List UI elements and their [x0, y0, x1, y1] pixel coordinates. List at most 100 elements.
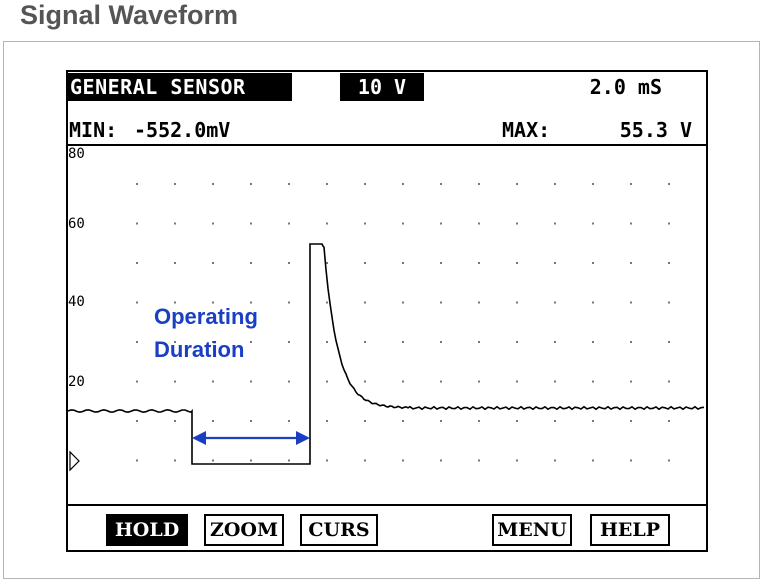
grid-dot	[250, 262, 252, 264]
grid-dot	[402, 380, 404, 383]
grid-dot	[136, 301, 138, 304]
grid-dot	[554, 262, 556, 264]
y-axis-label-40: 40	[68, 294, 85, 310]
grid-dot	[440, 183, 442, 185]
grid-dot	[326, 341, 328, 343]
grid-dots	[136, 183, 670, 462]
annotation-line-2: Duration	[154, 337, 245, 362]
grid-dot	[136, 262, 138, 264]
grid-dot	[136, 183, 138, 185]
y-axis-label-20: 20	[68, 374, 85, 390]
oscilloscope-screen: GENERAL SENSOR 10 V 2.0 mS MIN: -552.0mV…	[66, 70, 708, 552]
grid-dot	[250, 222, 252, 225]
grid-dot	[364, 380, 366, 383]
scope-footer-buttons: HOLD ZOOM CURS MENU HELP	[68, 504, 706, 552]
grid-dot	[516, 262, 518, 264]
grid-dot	[592, 459, 594, 462]
grid-dot	[630, 183, 632, 185]
grid-dot	[592, 380, 594, 383]
grid-dot	[402, 341, 404, 343]
grid-dot	[212, 222, 214, 225]
waveform-canvas	[68, 183, 705, 472]
grid-dot	[630, 341, 632, 343]
grid-dot	[478, 301, 480, 304]
min-label: MIN:	[69, 118, 118, 142]
scope-header-row-1: GENERAL SENSOR 10 V 2.0 mS	[68, 72, 706, 104]
grid-dot	[440, 420, 442, 422]
grid-dot	[288, 301, 290, 304]
grid-dot	[592, 341, 594, 343]
grid-dot	[250, 420, 252, 422]
grid-dot	[212, 420, 214, 422]
grid-dot	[592, 420, 594, 422]
grid-dot	[364, 420, 366, 422]
grid-dot	[440, 459, 442, 462]
duration-arrow-right-head	[296, 431, 310, 445]
grid-dot	[326, 380, 328, 383]
sensor-name-badge[interactable]: GENERAL SENSOR	[68, 73, 292, 101]
grid-dot	[174, 301, 176, 304]
grid-dot	[288, 459, 290, 462]
grid-dot	[630, 380, 632, 383]
grid-dot	[288, 262, 290, 264]
grid-dot	[554, 420, 556, 422]
voltage-range-badge[interactable]: 10 V	[340, 73, 424, 101]
grid-dot	[136, 222, 138, 225]
zoom-button[interactable]: ZOOM	[204, 514, 284, 546]
menu-button[interactable]: MENU	[492, 514, 572, 546]
grid-dot	[554, 459, 556, 462]
grid-dot	[630, 420, 632, 422]
grid-dot	[212, 459, 214, 462]
annotation-line-1: Operating	[154, 304, 258, 329]
waveform-plot: 80 60 40 20 Operating Duration	[68, 146, 706, 502]
max-value: 55.3 V	[619, 118, 692, 142]
signal-trace	[68, 243, 705, 465]
grid-dot	[630, 459, 632, 462]
grid-dot	[174, 183, 176, 185]
grid-dot	[478, 459, 480, 462]
grid-dot	[554, 222, 556, 225]
grid-dot	[212, 380, 214, 383]
min-value: -552.0mV	[134, 118, 231, 142]
y-axis-label-60: 60	[68, 216, 85, 232]
grid-dot	[250, 301, 252, 304]
grid-dot	[516, 222, 518, 225]
grid-dot	[402, 459, 404, 462]
grid-dot	[478, 222, 480, 225]
grid-dot	[250, 459, 252, 462]
max-label: MAX:	[502, 118, 551, 142]
grid-dot	[288, 420, 290, 422]
grid-dot	[554, 183, 556, 185]
grid-dot	[402, 301, 404, 304]
grid-dot	[288, 341, 290, 343]
grid-dot	[478, 380, 480, 383]
grid-dot	[516, 459, 518, 462]
grid-dot	[136, 459, 138, 462]
grid-dot	[326, 420, 328, 422]
grid-dot	[212, 262, 214, 264]
grid-dot	[630, 262, 632, 264]
hold-button[interactable]: HOLD	[106, 514, 188, 546]
help-button[interactable]: HELP	[590, 514, 670, 546]
grid-dot	[364, 262, 366, 264]
grid-dot	[136, 420, 138, 422]
grid-dot	[554, 380, 556, 383]
time-division-readout: 2.0 mS	[589, 75, 662, 99]
grid-dot	[402, 420, 404, 422]
grid-dot	[174, 222, 176, 225]
y-axis-label-80: 80	[68, 146, 85, 162]
grid-dot	[668, 459, 670, 462]
grid-dot	[592, 183, 594, 185]
grid-dot	[402, 222, 404, 225]
grid-dot	[364, 222, 366, 225]
grid-dot	[364, 459, 366, 462]
duration-arrow-left-head	[192, 431, 206, 445]
grid-dot	[668, 341, 670, 343]
grid-dot	[478, 183, 480, 185]
grid-dot	[402, 183, 404, 185]
grid-dot	[136, 380, 138, 383]
grid-dot	[668, 222, 670, 225]
cursor-button[interactable]: CURS	[300, 514, 378, 546]
grid-dot	[516, 301, 518, 304]
grid-dot	[288, 183, 290, 185]
